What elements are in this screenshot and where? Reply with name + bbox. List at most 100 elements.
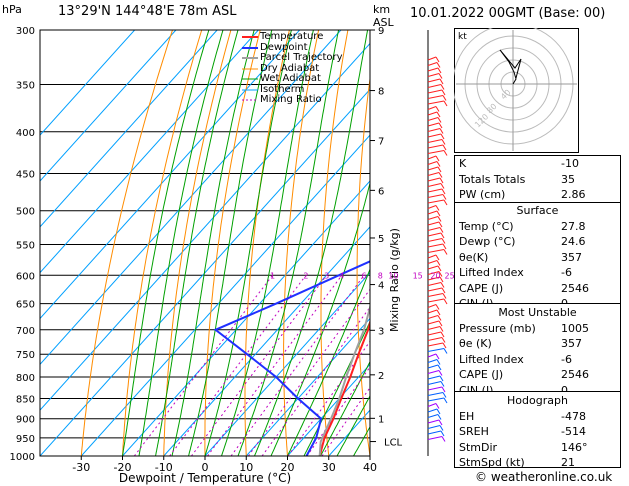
wind-barb-flag [441, 139, 446, 145]
wind-barb [427, 199, 445, 204]
series-dewpoint [213, 260, 370, 456]
legend-label: Parcel Trajectory [260, 52, 343, 63]
datetime-title: 10.01.2022 00GMT (Base: 00) [410, 6, 606, 21]
pressure-tick-label: 800 [16, 373, 35, 384]
dry-adiabat [80, 30, 173, 456]
hodograph-trace [499, 49, 522, 85]
wind-barb [427, 408, 438, 413]
wind-barb-flag [443, 298, 448, 305]
wind-barb-flag [439, 78, 444, 85]
wind-barb-flag [442, 392, 447, 398]
temperature-tick-label: -10 [155, 461, 173, 474]
wind-barb-flag [435, 205, 440, 211]
wind-barb-flag [440, 232, 445, 239]
wind-barb-flag [443, 348, 448, 354]
mixing-ratio-label: 8 [378, 271, 383, 280]
wind-barb [427, 276, 441, 281]
wet-adiabat [155, 30, 239, 456]
table-row: SREH -514 [455, 424, 620, 440]
temperature-tick-label: -30 [72, 461, 90, 474]
wind-barb-flag [442, 293, 447, 299]
mixing-ratio-line [306, 366, 370, 456]
wind-barb-flag [436, 111, 441, 118]
row-value: -514 [561, 425, 586, 439]
wind-barb-flag [443, 249, 448, 255]
km-tick-label: 8 [378, 87, 384, 98]
wind-barb-flag [439, 177, 444, 184]
wind-barb [427, 282, 442, 286]
table-row: CAPE (J) 2546 [455, 281, 620, 297]
table-title-row: Hodograph [455, 393, 620, 409]
wind-barb-flag [436, 408, 441, 415]
table-row: Lifted Index -6 [455, 265, 620, 281]
isotherm [40, 30, 218, 228]
wind-barb-flag [442, 194, 447, 200]
row-label: θe(K) [459, 250, 489, 264]
wind-barb-flag [435, 254, 440, 261]
pressure-tick-label: 650 [16, 300, 35, 311]
wind-barb-flag [443, 397, 448, 404]
km-tick-label: 7 [378, 137, 384, 148]
row-label: CAPE (J) [459, 281, 504, 295]
wet-adiabat [336, 395, 370, 456]
km-tick-label: 4 [378, 281, 384, 292]
wind-barb [427, 430, 442, 435]
km-tick-label: 6 [378, 186, 384, 197]
mixing-ratio-line [191, 274, 327, 456]
row-label: Lifted Index [459, 352, 524, 366]
most-unstable-table: Most Unstable Pressure (mb) 1005 θe (K) 357 L… [455, 305, 620, 398]
mixing-ratio-label: 6 [361, 271, 366, 280]
wind-barb [427, 315, 439, 319]
wind-barb-flag [436, 62, 441, 68]
pressure-tick-label: 600 [16, 271, 35, 282]
wet-adiabat [221, 30, 314, 456]
row-value: -10 [561, 157, 579, 171]
wind-barb [427, 331, 442, 336]
table-title: Surface [516, 204, 559, 218]
mixing-ratio-line [261, 306, 370, 456]
wind-barb-flag [436, 260, 441, 266]
wind-barb [427, 425, 441, 429]
wind-barb-flag [438, 320, 443, 327]
wind-barb [427, 414, 439, 418]
isotherm [40, 30, 136, 136]
legend-label: Temperature [260, 31, 324, 42]
row-label: Totals Totals [459, 172, 526, 186]
temperature-tick-label: -20 [114, 461, 132, 474]
wind-barb-flag [436, 359, 441, 365]
mixing-ratio-line [207, 275, 343, 456]
pressure-tick-label: 450 [16, 169, 35, 180]
legend-label: Wet Adiabat [260, 73, 321, 84]
legend-item: Isotherm [242, 84, 343, 96]
wind-barb-flag [441, 89, 446, 96]
wind-barb [427, 161, 438, 165]
row-value: 21 [561, 456, 575, 470]
table-row: StmSpd (kt) 21 [455, 455, 620, 471]
wind-barb [427, 73, 440, 77]
wind-barb-flag [442, 144, 447, 151]
legend-swatch [242, 68, 258, 70]
pressure-tick-label: 1000 [10, 452, 35, 463]
wind-barb-flag [438, 122, 443, 129]
wind-barb-flag [435, 155, 440, 162]
mixing-ratio-axis-label: Mixing Ratio (g/kg) [388, 228, 401, 332]
row-value: -6 [561, 266, 572, 280]
wind-barb [427, 403, 437, 407]
wind-barb [427, 397, 445, 402]
wind-barb [427, 370, 440, 374]
wind-barb [427, 271, 440, 275]
wind-barb-flag [440, 430, 445, 437]
row-label: PW (cm) [459, 188, 506, 202]
wind-barb [427, 117, 439, 121]
surface-box: Surface Temp (°C) 27.8 Dewp (°C) 24.6 θe(K) 35… [454, 202, 621, 310]
wind-barb [427, 353, 437, 358]
wind-barb [427, 210, 438, 215]
isotherm [245, 317, 370, 456]
temperature-tick-label: 30 [322, 461, 336, 474]
wet-adiabat [138, 30, 224, 456]
wind-barb-flag [442, 95, 447, 101]
temperature-tick-label: 20 [281, 461, 295, 474]
isotherm [40, 88, 370, 456]
hodograph-kt-label: kt [458, 32, 467, 42]
